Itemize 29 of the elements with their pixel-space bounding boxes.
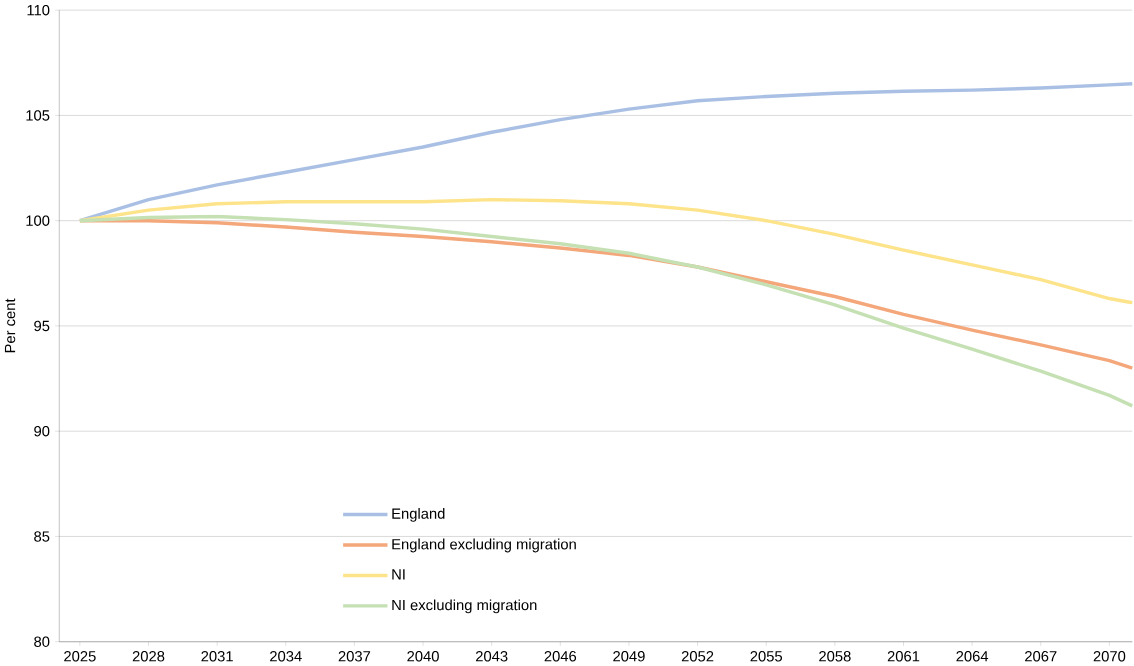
legend-label: NI excluding migration [392, 599, 537, 613]
x-tick-label: 2028 [132, 650, 165, 662]
x-tick-label: 2058 [819, 650, 851, 662]
y-tick-label: 100 [26, 215, 50, 226]
x-tick-label: 2055 [750, 650, 783, 662]
x-tick-label: 2067 [1025, 650, 1057, 662]
y-tick-label: 105 [26, 109, 50, 121]
x-tick-label: 2070 [1093, 650, 1126, 662]
x-tick-label: 2064 [956, 650, 989, 662]
legend-label: NI [392, 569, 405, 580]
y-tick-label: 85 [34, 531, 50, 542]
x-tick-label: 2034 [270, 650, 302, 662]
x-tick-label: 2037 [338, 650, 371, 662]
x-tick-label: 2040 [407, 650, 439, 662]
x-tick-label: 2025 [64, 650, 96, 662]
y-axis-title: Per cent [4, 298, 16, 353]
x-tick-label: 2049 [613, 650, 645, 662]
legend-label: England [392, 507, 445, 522]
line-series [78, 214, 1134, 408]
y-tick-label: 90 [34, 425, 50, 437]
x-tick-label: 2043 [475, 650, 508, 662]
legend-label: England excluding migration [392, 538, 576, 553]
y-tick-label: 80 [34, 636, 50, 647]
y-tick-label: 110 [27, 4, 50, 16]
x-tick-label: 2061 [887, 650, 920, 662]
y-tick-label: 95 [34, 320, 50, 331]
x-tick-label: 2031 [201, 650, 233, 662]
x-tick-label: 2046 [544, 650, 577, 662]
x-tick-label: 2052 [681, 650, 714, 662]
